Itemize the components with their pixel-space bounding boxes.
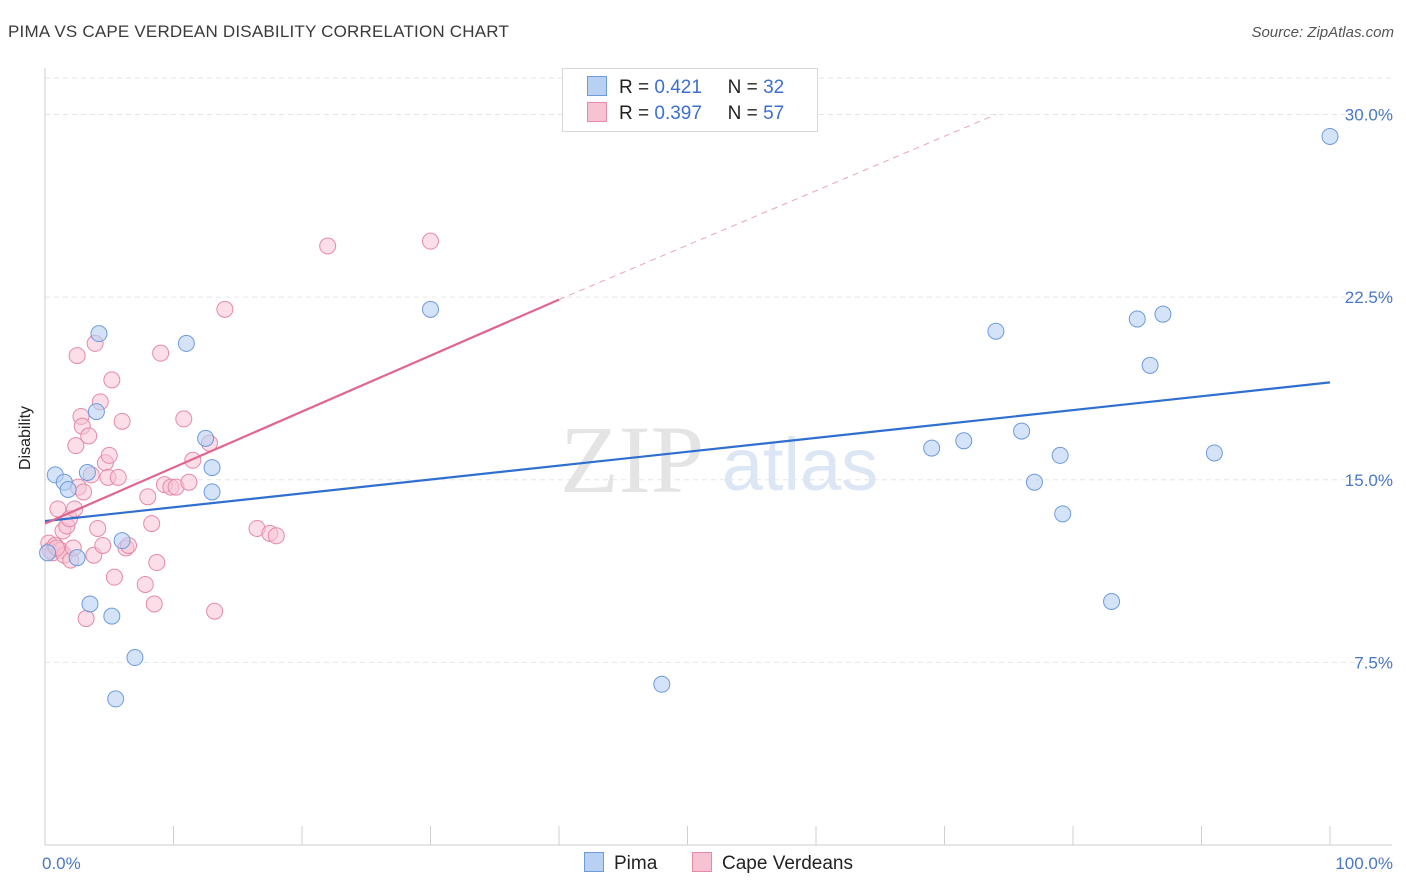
legend-n-value: 32 (763, 77, 785, 98)
pima-point (103, 607, 121, 625)
cape-verdeans-point (145, 595, 163, 613)
cape-verdeans-point (267, 527, 285, 545)
legend-n-value: 57 (763, 103, 785, 124)
y-tick-label: 7.5% (1354, 653, 1393, 672)
cape-verdeans-point (80, 427, 98, 445)
cape-verdeans-point (148, 554, 166, 572)
pima-point (653, 675, 671, 693)
pima-point (78, 463, 96, 481)
pima-point (422, 300, 439, 318)
cape-verdeans-swatch (587, 102, 607, 122)
legend-label-pima: Pima (614, 853, 658, 874)
pima-point (1025, 473, 1043, 491)
pima-point (68, 549, 86, 567)
cape-verdeans-point (89, 519, 107, 537)
pima-point (107, 690, 125, 708)
pima-point (59, 481, 77, 499)
pima-point (1128, 310, 1146, 328)
y-tick-label: 22.5% (1345, 288, 1393, 307)
legend-item-cape-verdeans: Cape Verdeans (692, 852, 853, 875)
legend-n-label: N = (727, 103, 758, 124)
cape-verdeans-point (67, 437, 85, 455)
cape-verdeans-point (113, 412, 131, 430)
cape-verdeans-point (422, 232, 439, 250)
legend-r-value: 0.421 (654, 77, 702, 98)
source-credit: Source: ZipAtlas.com (1251, 24, 1394, 41)
y-tick-label: 30.0% (1345, 106, 1393, 125)
pima-point (203, 483, 221, 501)
y-tick-label: 15.0% (1345, 471, 1393, 490)
cape-verdeans-point (103, 371, 121, 389)
x-tick-label-max: 100.0% (1335, 854, 1393, 873)
cape-verdeans-points (40, 232, 439, 628)
cape-verdeans-swatch (692, 852, 712, 872)
pima-point (203, 459, 221, 477)
pima-point (1141, 356, 1159, 374)
cape-verdeans-point (319, 237, 337, 255)
x-tick-label-min: 0.0% (42, 854, 81, 873)
pima-point (197, 429, 215, 447)
pima-point (177, 334, 195, 352)
pima-point (1051, 446, 1069, 464)
legend-row-cape-verdeans: R = 0.397 N = 57 (587, 102, 784, 128)
cape-verdeans-point (216, 300, 234, 318)
pima-point (81, 595, 99, 613)
watermark-atlas: atlas (722, 423, 878, 506)
watermark: ZIP atlas (560, 406, 878, 513)
pima-point (1154, 305, 1172, 323)
cape-verdeans-point (136, 575, 154, 593)
legend-r-label: R = (619, 77, 650, 98)
pima-point (923, 439, 941, 457)
pima-point (126, 649, 144, 667)
cape-verdeans-point (75, 483, 93, 501)
pima-trend-line (44, 381, 1331, 523)
cape-verdeans-point (100, 446, 118, 464)
legend-r-value: 0.397 (654, 103, 702, 124)
cape-verdeans-point (143, 515, 161, 533)
cape-verdeans-point (68, 347, 86, 365)
pima-point (1321, 127, 1339, 145)
cape-verdeans-point (152, 344, 170, 362)
cape-verdeans-point (77, 610, 95, 628)
pima-point (1205, 444, 1223, 462)
pima-point (113, 532, 131, 550)
cape-verdeans-point (180, 473, 198, 491)
pima-point (987, 322, 1005, 340)
pima-point (90, 325, 108, 343)
legend-n-label: N = (727, 77, 758, 98)
pima-point (87, 403, 105, 421)
cape-verdeans-point (109, 468, 127, 486)
cape-verdeans-trend-line (44, 298, 560, 525)
pima-swatch (587, 76, 607, 96)
watermark-zip: ZIP (560, 406, 704, 513)
cape-verdeans-point (175, 410, 193, 428)
legend-r-label: R = (619, 103, 650, 124)
tick-labels: 7.5% 15.0% 22.5% 30.0% 0.0% 100.0% (42, 106, 1393, 873)
cape-verdeans-trend-extension (558, 114, 997, 301)
cape-verdeans-point (139, 488, 157, 506)
pima-point (1013, 422, 1031, 440)
legend-label-cape-verdeans: Cape Verdeans (722, 853, 853, 874)
pima-point (1103, 593, 1121, 611)
pima-point (39, 544, 57, 562)
gridlines (45, 77, 1392, 663)
legend-row-pima: R = 0.421 N = 32 (587, 76, 784, 102)
cape-verdeans-point (105, 568, 123, 586)
pima-points (39, 127, 1339, 708)
trend-lines (44, 114, 1331, 525)
pima-point (955, 432, 973, 450)
chart-title: PIMA VS CAPE VERDEAN DISABILITY CORRELAT… (8, 22, 510, 41)
cape-verdeans-point (206, 602, 224, 620)
pima-point (1054, 505, 1072, 523)
legend-item-pima: Pima (584, 852, 657, 875)
cape-verdeans-point (94, 537, 112, 555)
pima-swatch (584, 852, 604, 872)
axes (44, 68, 1392, 846)
stats-legend: R = 0.421 N = 32 R = 0.397 N = 57 (562, 68, 818, 132)
